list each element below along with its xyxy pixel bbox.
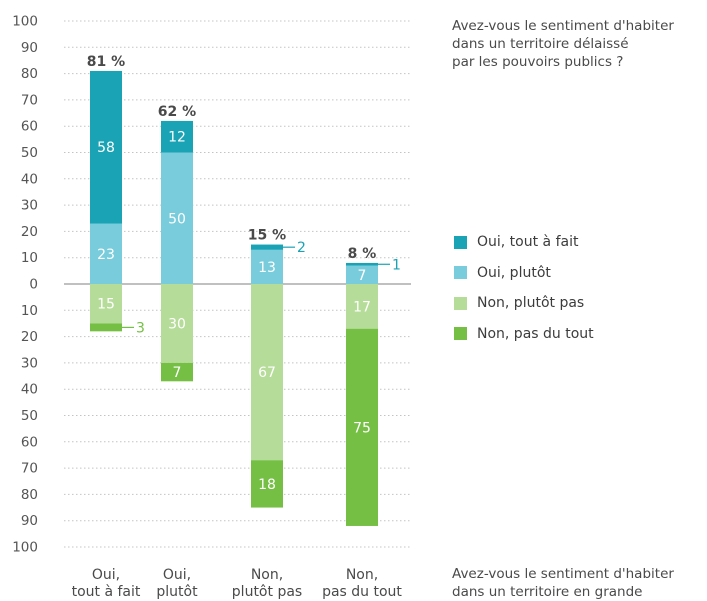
legend-swatch <box>454 266 467 279</box>
bar-segment <box>346 265 378 284</box>
legend-item: Oui, plutôt <box>454 264 594 282</box>
y-tick-label: 50 <box>21 408 38 424</box>
question-bottom-line: dans un territoire en grande <box>452 584 643 600</box>
y-tick-label: 20 <box>21 329 38 345</box>
legend-label: Oui, plutôt <box>477 264 551 281</box>
y-tick-label: 70 <box>21 92 38 108</box>
data-label: 58 <box>97 140 115 156</box>
legend-swatch <box>454 235 467 249</box>
data-label: 12 <box>168 130 186 146</box>
legend-label: Non, pas du tout <box>477 325 594 342</box>
legend-swatch <box>454 327 467 340</box>
data-label: 7 <box>358 268 367 284</box>
legend-label: Non, plutôt pas <box>477 295 585 311</box>
total-label: 8 % <box>348 246 377 262</box>
legend: Oui, tout à fait Oui, plutôt Non, plutôt… <box>454 233 594 355</box>
x-tick-label: plutôt <box>156 584 198 600</box>
x-tick-label: Non, <box>251 567 283 583</box>
data-label: 13 <box>258 260 276 276</box>
callout-label: 3 <box>136 320 145 336</box>
question-top: Avez-vous le sentiment d'habiter dans un… <box>452 17 707 71</box>
callout-label: 1 <box>392 257 401 273</box>
y-tick-label: 40 <box>21 171 38 187</box>
x-tick-label: plutôt pas <box>232 584 302 600</box>
legend-label: Oui, tout à fait <box>477 234 579 250</box>
y-tick-label: 30 <box>21 198 38 214</box>
y-tick-label: 50 <box>21 145 38 161</box>
y-tick-label: 60 <box>21 434 38 450</box>
legend-item: Oui, tout à fait <box>454 233 594 251</box>
question-bottom: Avez-vous le sentiment d'habiter dans un… <box>452 565 707 601</box>
bar-segment <box>346 262 378 266</box>
total-label: 81 % <box>87 54 125 70</box>
question-top-line: par les pouvoirs publics ? <box>452 54 624 70</box>
legend-item: Non, plutôt pas <box>454 294 594 312</box>
y-tick-label: 40 <box>21 382 38 398</box>
bar-segment <box>346 284 378 329</box>
bar-segment <box>90 284 122 324</box>
data-label: 67 <box>258 365 276 381</box>
legend-swatch <box>454 296 467 310</box>
data-label: 7 <box>173 365 182 381</box>
bar-segment <box>90 70 122 224</box>
y-tick-label: 100 <box>12 14 38 30</box>
question-top-line: dans un territoire délaissé <box>452 36 629 52</box>
bar-segment <box>161 120 193 153</box>
bar-segment <box>161 152 193 284</box>
callout-label: 2 <box>297 240 306 256</box>
question-bottom-line: Avez-vous le sentiment d'habiter <box>452 566 674 582</box>
bar-segment <box>251 460 283 508</box>
data-label: 15 <box>97 297 115 313</box>
y-tick-label: 70 <box>21 461 38 477</box>
data-label: 50 <box>168 211 186 227</box>
y-tick-label: 20 <box>21 224 38 240</box>
x-tick-label: Non, <box>346 567 378 583</box>
x-tick-label: Oui, <box>163 567 191 583</box>
y-tick-label: 100 <box>12 540 38 556</box>
data-label: 17 <box>353 299 371 315</box>
y-tick-label: 0 <box>29 277 38 293</box>
data-label: 18 <box>258 477 276 493</box>
question-top-line: Avez-vous le sentiment d'habiter <box>452 18 674 34</box>
bar-segment <box>346 328 378 526</box>
data-label: 30 <box>168 316 186 332</box>
y-tick-label: 90 <box>21 40 38 56</box>
y-tick-label: 60 <box>21 119 38 135</box>
x-tick-label: pas du tout <box>322 584 402 600</box>
data-label: 23 <box>97 247 115 263</box>
diverging-bar-chart: 1009080706050403020100102030405060708090… <box>12 14 411 600</box>
total-label: 62 % <box>158 104 196 120</box>
y-tick-label: 80 <box>21 487 38 503</box>
y-tick-label: 30 <box>21 355 38 371</box>
legend-item: Non, pas du tout <box>454 325 594 343</box>
x-tick-label: Oui, <box>92 567 120 583</box>
x-tick-label: tout à fait <box>72 584 141 600</box>
data-label: 75 <box>353 420 371 436</box>
bar-segment <box>161 284 193 363</box>
total-label: 15 % <box>248 228 286 244</box>
y-tick-label: 90 <box>21 513 38 529</box>
bar-segment <box>251 284 283 461</box>
bar-segment <box>90 223 122 284</box>
y-tick-label: 80 <box>21 66 38 82</box>
bar-segment <box>251 249 283 284</box>
y-tick-label: 10 <box>21 250 38 266</box>
bar-segment <box>251 244 283 250</box>
bar-segment <box>161 362 193 382</box>
y-tick-label: 10 <box>21 303 38 319</box>
bar-segment <box>90 323 122 332</box>
